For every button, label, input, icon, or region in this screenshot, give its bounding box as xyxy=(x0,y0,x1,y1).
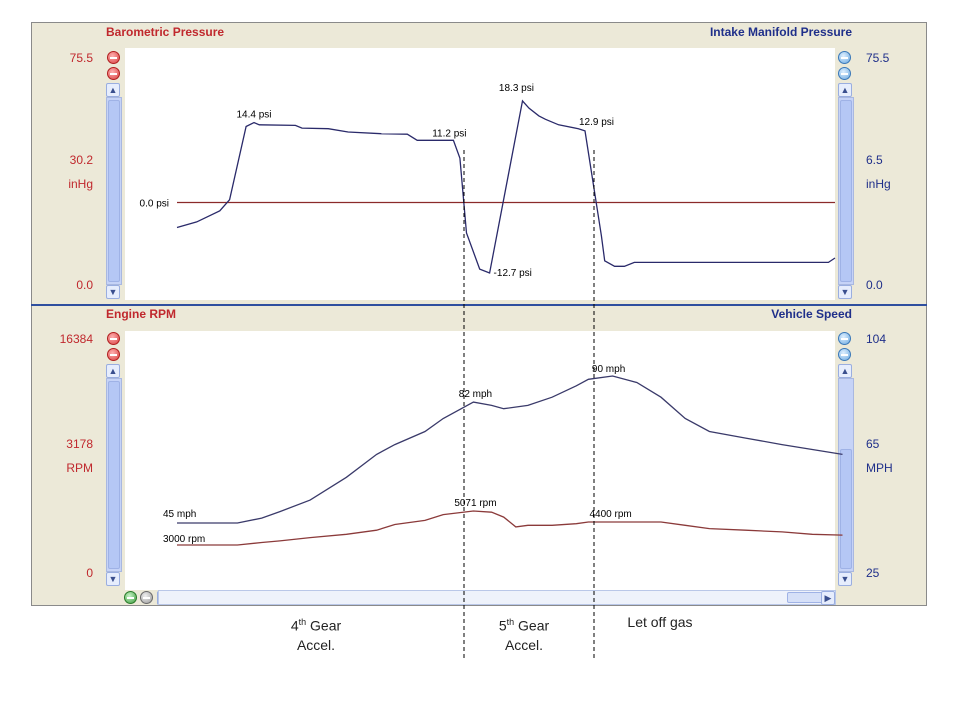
intake-manifold-pressure-line xyxy=(176,99,836,274)
caption-4th-accel: Accel. xyxy=(296,636,336,653)
engine-rpm-title: Engine RPM xyxy=(106,307,177,321)
top-left-axis-unit: inHg xyxy=(68,177,93,191)
speed-annotation: 90 mph xyxy=(592,364,625,375)
vehicle-speed-line xyxy=(177,375,843,524)
pressure-plot-area xyxy=(125,48,835,300)
panel-divider[interactable] xyxy=(31,304,927,306)
rpm-annotation: 3000 rpm xyxy=(163,534,205,545)
zoom-in-icon[interactable] xyxy=(107,51,120,64)
top-right-scrollbar[interactable] xyxy=(838,97,854,285)
caption-let-off-gas: Let off gas xyxy=(600,613,720,632)
caption-4th-gear: 4th Gear Accel. xyxy=(266,613,366,655)
scroll-up-icon[interactable]: ▲ xyxy=(106,364,120,378)
bottom-left-axis-mid: 3178 xyxy=(66,437,93,451)
scroll-down-icon[interactable]: ▼ xyxy=(106,572,120,586)
speed-annotation: 45 mph xyxy=(163,509,196,520)
top-right-axis-mid: 6.5 xyxy=(866,153,883,167)
top-right-axis-min: 0.0 xyxy=(866,278,883,292)
bottom-left-axis-min: 0 xyxy=(86,566,93,580)
top-left-scrollbar[interactable] xyxy=(106,97,122,285)
caption-5th-num: 5 xyxy=(498,617,507,634)
bottom-left-axis-max: 16384 xyxy=(59,332,93,346)
barometric-pressure-title: Barometric Pressure xyxy=(106,25,225,39)
top-left-axis-max: 75.5 xyxy=(69,51,93,65)
scroll-down-icon[interactable]: ▼ xyxy=(838,572,852,586)
zoom-in-icon[interactable] xyxy=(838,332,851,345)
bottom-right-axis-mid: 65 xyxy=(866,437,880,451)
vehicle-speed-title: Vehicle Speed xyxy=(771,307,852,321)
zoom-in-icon[interactable] xyxy=(124,591,137,604)
scroll-up-icon[interactable]: ▲ xyxy=(838,364,852,378)
scroll-down-icon[interactable]: ▼ xyxy=(838,285,852,299)
speed-rpm-plot-area xyxy=(125,331,835,590)
intake-manifold-pressure-title: Intake Manifold Pressure xyxy=(709,25,852,39)
speed-annotation: 82 mph xyxy=(459,389,492,400)
zoom-out-icon[interactable] xyxy=(140,591,153,604)
bottom-left-axis-unit: RPM xyxy=(66,461,93,475)
zoom-out-icon[interactable] xyxy=(107,67,120,80)
rpm-annotation: 4400 rpm xyxy=(589,509,631,520)
rpm-annotation: 5071 rpm xyxy=(454,498,496,509)
pressure-annotation: 11.2 psi xyxy=(432,128,466,139)
zoom-out-icon[interactable] xyxy=(838,67,851,80)
top-right-axis-max: 75.5 xyxy=(866,51,890,65)
caption-4th-sup: th xyxy=(298,617,307,627)
caption-5th-sup: th xyxy=(506,617,515,627)
scroll-right-icon[interactable]: ▶ xyxy=(821,591,835,605)
bottom-right-axis-unit: MPH xyxy=(866,461,893,475)
zoom-in-icon[interactable] xyxy=(838,51,851,64)
caption-4th-gear-word: Gear xyxy=(306,617,342,634)
bottom-right-axis-max: 104 xyxy=(866,332,887,346)
zoom-out-icon[interactable] xyxy=(107,348,120,361)
caption-let-off-gas-text: Let off gas xyxy=(627,614,693,630)
scroll-up-icon[interactable]: ▲ xyxy=(106,83,120,97)
bottom-right-axis-min: 25 xyxy=(866,566,880,580)
top-right-axis-unit: inHg xyxy=(866,177,891,191)
scroll-down-icon[interactable]: ▼ xyxy=(106,285,120,299)
caption-5th-gear: 5th Gear Accel. xyxy=(474,613,574,655)
pressure-annotation: 18.3 psi xyxy=(499,83,534,94)
zoom-in-icon[interactable] xyxy=(107,332,120,345)
pressure-annotation: 14.4 psi xyxy=(236,110,271,121)
bottom-left-scrollbar[interactable] xyxy=(106,378,122,572)
pressure-annotation: 0.0 psi xyxy=(140,199,169,210)
scroll-up-icon[interactable]: ▲ xyxy=(838,83,852,97)
pressure-annotation: 12.9 psi xyxy=(579,117,614,128)
bottom-right-scrollbar[interactable] xyxy=(838,378,854,572)
top-left-axis-mid: 30.2 xyxy=(69,153,93,167)
caption-4th-num: 4 xyxy=(290,617,299,634)
pressure-annotation: -12.7 psi xyxy=(494,268,532,279)
top-left-axis-min: 0.0 xyxy=(76,278,93,292)
caption-5th-gear-word: Gear xyxy=(514,617,550,634)
zoom-out-icon[interactable] xyxy=(838,348,851,361)
caption-5th-accel: Accel. xyxy=(504,636,544,653)
engine-rpm-line xyxy=(177,510,843,546)
